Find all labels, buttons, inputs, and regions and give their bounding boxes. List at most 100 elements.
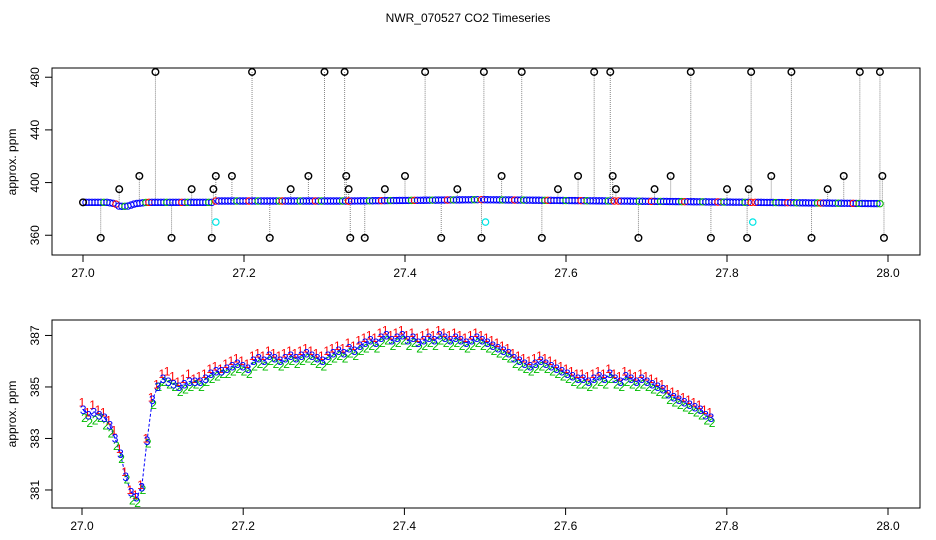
series-2-point: 2 [406,339,413,353]
series-3-point: 3 [149,393,156,407]
series-3-point: 3 [410,331,417,345]
series-2-point: 2 [320,359,327,373]
series-1-point: 1 [174,375,181,389]
series-1-point: 1 [637,367,644,381]
series-1-point: 1 [95,403,102,417]
series-3-point: 3 [351,344,358,358]
series-2-point: 2 [507,352,514,366]
series-1-point: 1 [329,341,336,355]
series-2-point: 2 [480,339,487,353]
series-3-point: 3 [383,328,390,342]
series-3-point: 3 [596,370,603,384]
series-2-point: 2 [390,339,397,353]
y-tick-label: 381 [28,480,42,500]
series-1-point: 1 [557,359,564,373]
series-1-point: 1 [552,357,559,371]
series-2-point: 2 [246,367,253,381]
series-1-point: 1 [366,328,373,342]
series-2-point: 2 [560,370,567,384]
series-2-point: 2 [682,401,689,415]
series-1-point: 1 [281,346,288,360]
series-2-point: 2 [235,362,242,376]
series-3-point: 3 [378,331,385,345]
series-2-point: 2 [549,365,556,379]
series-1-point: 1 [334,339,341,353]
outlier-point [606,67,615,76]
series-3-point: 3 [394,331,401,345]
y-tick-label: 360 [28,225,42,245]
series-3-point: 3 [676,393,683,407]
series-3-point: 3 [335,344,342,358]
series-1-point: 1 [531,352,538,366]
series-3-point: 3 [511,352,518,366]
series-2-point: 2 [698,408,705,422]
series-3-point: 3 [144,434,151,448]
series-1-point: 1 [605,362,612,376]
y-tick-label: 387 [28,325,42,345]
series-2-point: 2 [528,365,535,379]
series-1-point: 1 [430,328,437,342]
series-1-point: 1 [648,372,655,386]
series-2-point: 2 [384,334,391,348]
series-1-point: 1 [313,346,320,360]
outlier-point [340,67,349,76]
series-2-point: 2 [475,336,482,350]
outlier-point [611,185,620,194]
series-2-point: 2 [416,341,423,355]
x-tick-label: 27.8 [715,266,739,280]
series-2-point: 2 [283,357,290,371]
series-3-point: 3 [266,349,273,363]
series-3-point: 3 [617,375,624,389]
outlier-point [211,171,220,180]
series-1-point: 1 [307,344,314,358]
series-2-point: 2 [565,372,572,386]
series-2-point: 2 [92,413,99,427]
baseline-point [610,197,618,205]
series-1-point: 1 [89,398,96,412]
series-1-point: 1 [632,370,639,384]
series-2-point: 2 [358,344,365,358]
series-3-point: 3 [261,354,268,368]
series-1-point: 1 [611,367,618,381]
outlier-point [401,171,410,180]
series-1-point: 1 [206,362,213,376]
series-2-point: 2 [363,341,370,355]
series-2-point: 2 [304,352,311,366]
series-3-point: 3 [293,352,300,366]
outlier-point [879,233,888,242]
series-3-point: 3 [654,380,661,394]
series-1-point: 1 [137,478,144,492]
series-1-point: 1 [600,367,607,381]
series-3-point: 3 [176,380,183,394]
series-3-point: 3 [133,491,140,505]
series-3-point: 3 [287,349,294,363]
series-3-point: 3 [208,367,215,381]
series-3-point: 3 [479,334,486,348]
series-3-point: 3 [521,357,528,371]
series-2-point: 2 [539,359,546,373]
series-1-point: 1 [148,390,155,404]
series-3-point: 3 [117,447,124,461]
series-2-point: 2 [352,349,359,363]
series-2-point: 2 [432,339,439,353]
series-2-point: 2 [672,395,679,409]
series-3-point: 3 [330,346,337,360]
series-1-point: 1 [653,375,660,389]
x-tick-label: 28.0 [876,519,900,533]
series-1-point: 1 [132,488,139,502]
series-1-point: 1 [185,367,192,381]
outlier-point [855,67,864,76]
series-2-point: 2 [209,372,216,386]
series-3-point: 3 [128,486,135,500]
baseline-point [473,195,482,204]
series-3-point: 3 [250,354,257,368]
series-2-point: 2 [267,354,274,368]
series-3-point: 3 [638,372,645,386]
series-2-point: 2 [544,362,551,376]
baseline-point [208,198,216,207]
baseline-point [876,199,884,208]
outlier-point [96,233,105,242]
series-1-point: 1 [79,395,86,409]
series-3-point: 3 [101,411,108,425]
series-1-point: 1 [233,352,240,366]
